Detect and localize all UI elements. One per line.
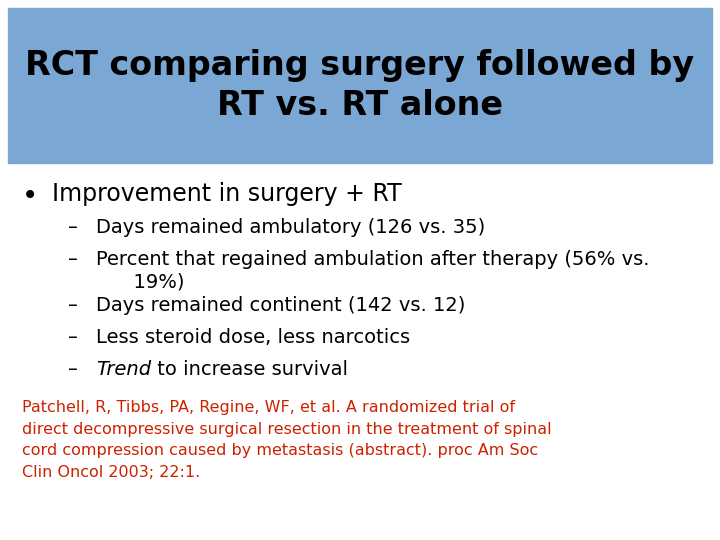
Text: Improvement in surgery + RT: Improvement in surgery + RT	[52, 182, 402, 206]
Text: RCT comparing surgery followed by
RT vs. RT alone: RCT comparing surgery followed by RT vs.…	[25, 49, 695, 122]
Text: –: –	[68, 296, 78, 315]
Text: –: –	[68, 250, 78, 269]
Text: –: –	[68, 360, 78, 379]
Text: Days remained continent (142 vs. 12): Days remained continent (142 vs. 12)	[96, 296, 465, 315]
Text: Less steroid dose, less narcotics: Less steroid dose, less narcotics	[96, 328, 410, 347]
Text: Days remained ambulatory (126 vs. 35): Days remained ambulatory (126 vs. 35)	[96, 218, 485, 237]
Text: to increase survival: to increase survival	[151, 360, 348, 379]
Text: Patchell, R, Tibbs, PA, Regine, WF, et al. A randomized trial of
direct decompre: Patchell, R, Tibbs, PA, Regine, WF, et a…	[22, 400, 552, 480]
Text: •: •	[22, 182, 38, 210]
Text: –: –	[68, 218, 78, 237]
Text: Percent that regained ambulation after therapy (56% vs.
      19%): Percent that regained ambulation after t…	[96, 250, 649, 291]
Text: –: –	[68, 328, 78, 347]
Text: Trend: Trend	[96, 360, 151, 379]
Bar	[8, 8, 712, 163]
